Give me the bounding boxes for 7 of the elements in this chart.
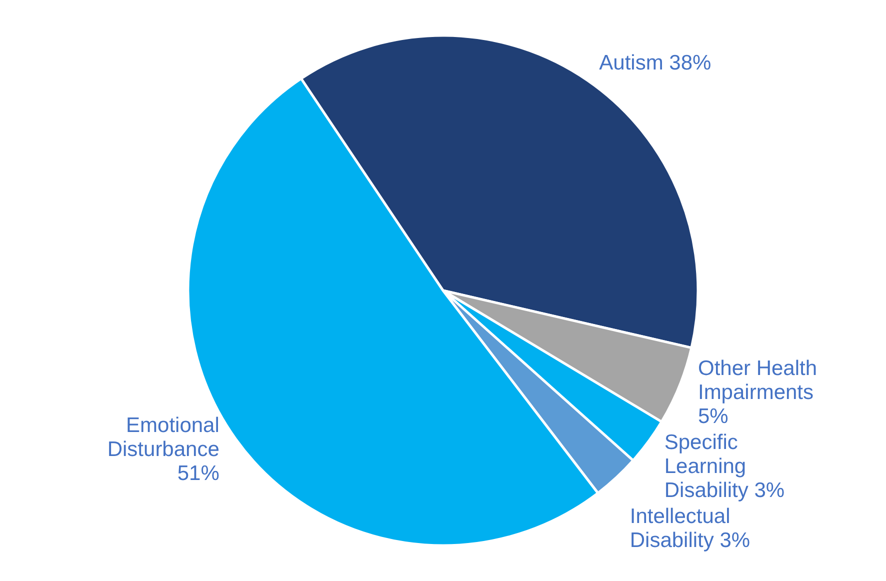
slice-label: Intellectual Disability 3% bbox=[630, 504, 750, 552]
data-label: 5% bbox=[698, 404, 728, 428]
slice-label: Emotional Disturbance bbox=[107, 414, 220, 462]
slice-label: Other Health Impairments bbox=[698, 356, 818, 404]
slice-label: Specific Learning Disability 3% bbox=[664, 430, 785, 502]
slice-label: Autism 38% bbox=[599, 52, 712, 75]
data-label: 51% bbox=[177, 462, 220, 486]
